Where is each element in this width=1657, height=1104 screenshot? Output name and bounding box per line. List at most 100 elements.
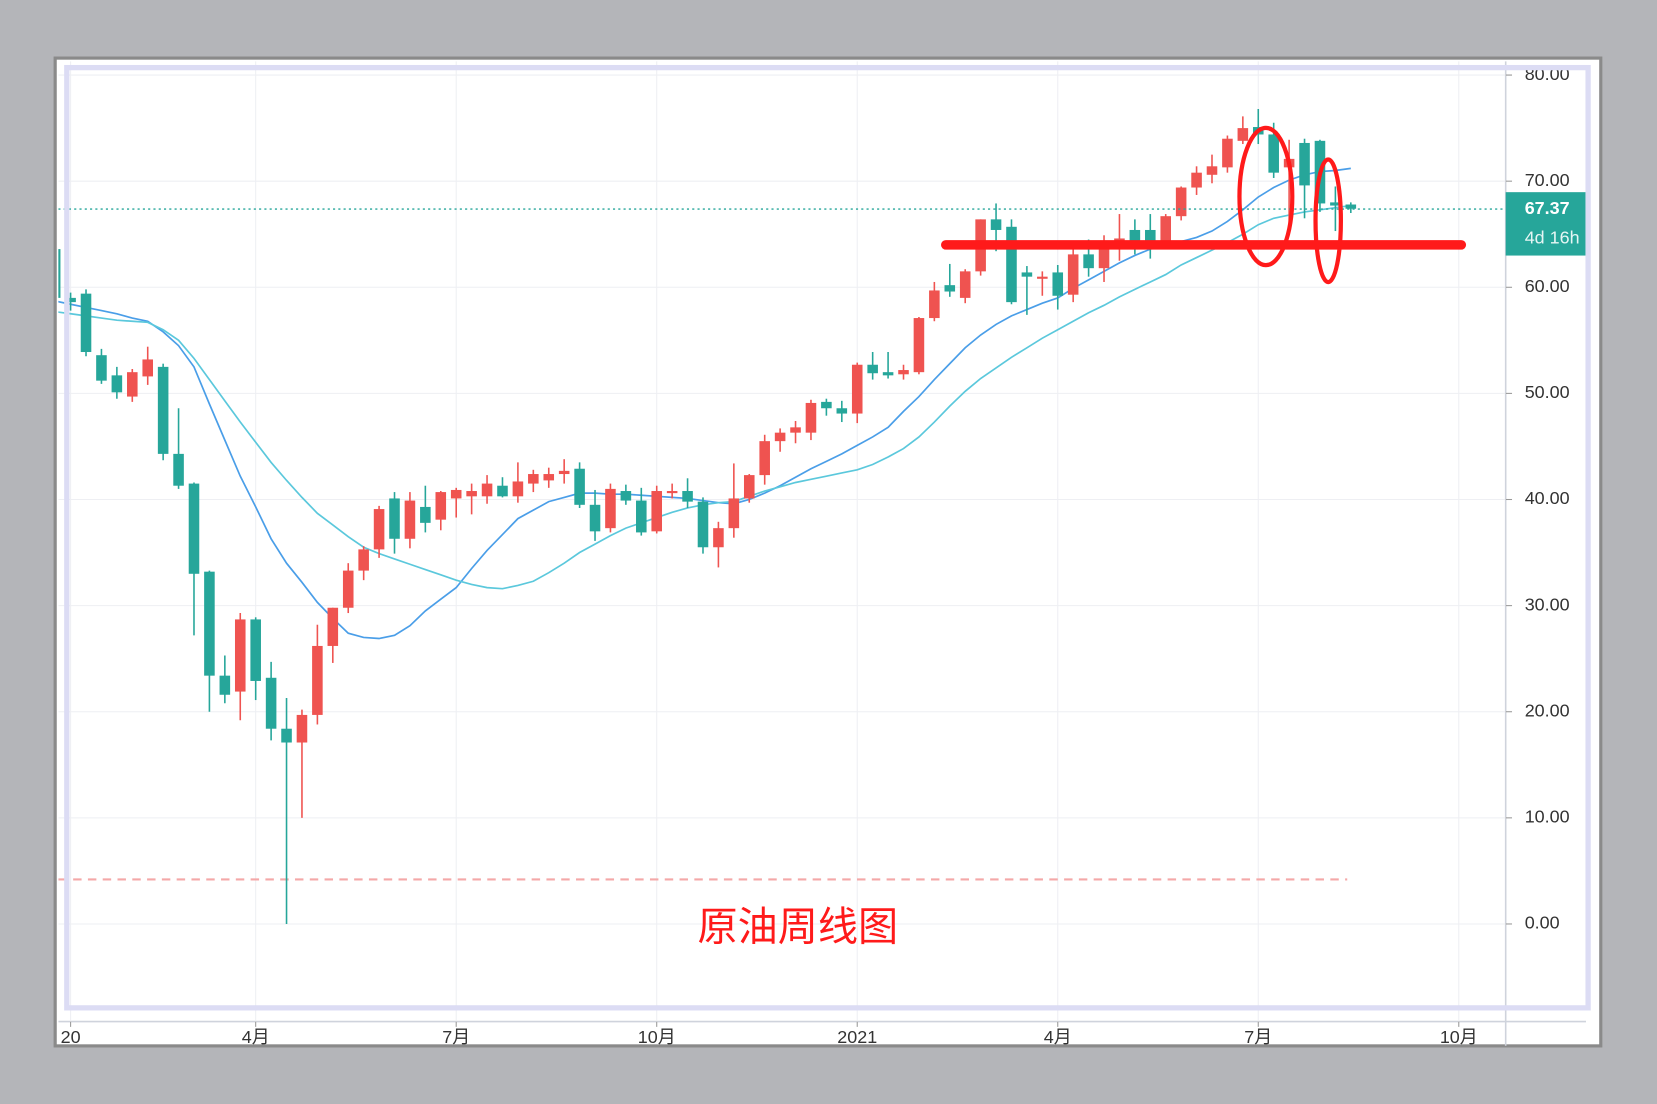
candle-body [1345, 204, 1357, 209]
candle-body [636, 500, 647, 533]
candle-body [296, 714, 308, 743]
candle-body [204, 571, 215, 676]
x-tick-label: 4月 [1044, 1027, 1072, 1047]
candle-body [528, 474, 539, 484]
candle-body [342, 570, 354, 608]
candle-body [728, 498, 740, 529]
countdown-label: 4d 16h [1525, 227, 1580, 247]
candle-body [358, 549, 369, 571]
candle-body [127, 372, 138, 397]
candle-body [851, 364, 863, 414]
candle-body [512, 481, 524, 497]
candle-body [173, 453, 184, 486]
candle-body [1067, 254, 1079, 295]
candle-body [1191, 172, 1202, 188]
y-tick-label: 20.00 [1525, 700, 1570, 720]
candle-body [420, 506, 431, 523]
candle-body [1175, 187, 1187, 217]
candle-body [142, 359, 153, 377]
candle-body [281, 728, 292, 743]
candle-body [497, 485, 508, 497]
candle-body [543, 474, 555, 481]
candle-body [389, 498, 400, 539]
candle-body [805, 402, 817, 433]
candle-body [312, 645, 323, 715]
x-tick-label: 7月 [1244, 1027, 1272, 1047]
y-tick-label: 30.00 [1525, 594, 1570, 614]
candle-body [111, 375, 123, 393]
candle-body [882, 372, 894, 376]
price-badge [1505, 192, 1586, 256]
candle-body [157, 366, 169, 454]
candle-body [913, 318, 925, 373]
highlight-ellipse [1313, 157, 1343, 285]
candle-body [682, 491, 693, 502]
price-label: 67.37 [1525, 198, 1570, 218]
y-tick-label: 70.00 [1525, 170, 1570, 190]
candle-body [188, 483, 200, 574]
candle-body [990, 219, 1002, 230]
candle-body [481, 483, 493, 497]
candle-body [327, 607, 339, 646]
candle-body [605, 488, 616, 529]
candle-body [774, 432, 786, 442]
candle-body [1222, 138, 1233, 168]
candle-body [1006, 226, 1017, 303]
candle-body [574, 468, 585, 505]
candle-body [373, 509, 385, 550]
candle-body [790, 427, 801, 433]
plot: 0.0010.0020.0030.0040.0050.0060.0070.008… [58, 61, 1586, 1047]
highlight-ellipse [1237, 125, 1295, 268]
candle-body [1160, 216, 1172, 243]
x-tick-label: 4月 [242, 1027, 270, 1047]
panel [53, 56, 1603, 1048]
candle-body [697, 501, 709, 548]
x-tick-label: 7月 [442, 1027, 470, 1047]
candle-body [821, 401, 832, 409]
candle-body [898, 370, 909, 375]
candle-body [651, 491, 663, 532]
candle-body [959, 271, 971, 298]
x-tick-label: 10月 [1440, 1027, 1478, 1047]
x-tick-label: 2021 [837, 1027, 877, 1047]
candle-body [1052, 272, 1064, 296]
candle-body [219, 675, 231, 695]
candle-body [58, 249, 61, 298]
candle-body [265, 677, 277, 729]
candle-body [759, 441, 770, 476]
y-tick-label: 60.00 [1525, 276, 1570, 296]
candle-body [1021, 272, 1033, 277]
candle-body [666, 491, 678, 494]
candle-body [96, 355, 107, 381]
candle-body [836, 408, 848, 414]
candle-body [867, 364, 878, 374]
candle-body [80, 293, 92, 353]
candle-body [1206, 166, 1218, 175]
candle-body [589, 504, 601, 532]
candle-body [1083, 254, 1094, 269]
candle-body [1037, 276, 1048, 279]
candle-body [1299, 142, 1310, 186]
candle-body [1145, 229, 1156, 241]
candle-body [250, 619, 261, 681]
candle-body [1237, 128, 1249, 141]
candle-body [466, 491, 477, 497]
panel-frame [64, 64, 1591, 1011]
y-tick-label: 0.00 [1525, 913, 1560, 933]
candle-body [620, 491, 632, 501]
candle-body [713, 528, 724, 548]
y-tick-label: 50.00 [1525, 382, 1570, 402]
candle-body [1330, 202, 1341, 206]
candle-body [944, 285, 956, 292]
candle-body [65, 297, 76, 303]
candle-body [435, 492, 447, 520]
y-tick-label: 40.00 [1525, 488, 1570, 508]
candle-body [234, 619, 246, 692]
candle-body [1268, 134, 1279, 173]
candle-body [1129, 229, 1141, 245]
annotation: 原油周线图 [698, 904, 899, 949]
x-tick-label: 20 [61, 1027, 81, 1047]
y-tick-label: 10.00 [1525, 807, 1570, 827]
